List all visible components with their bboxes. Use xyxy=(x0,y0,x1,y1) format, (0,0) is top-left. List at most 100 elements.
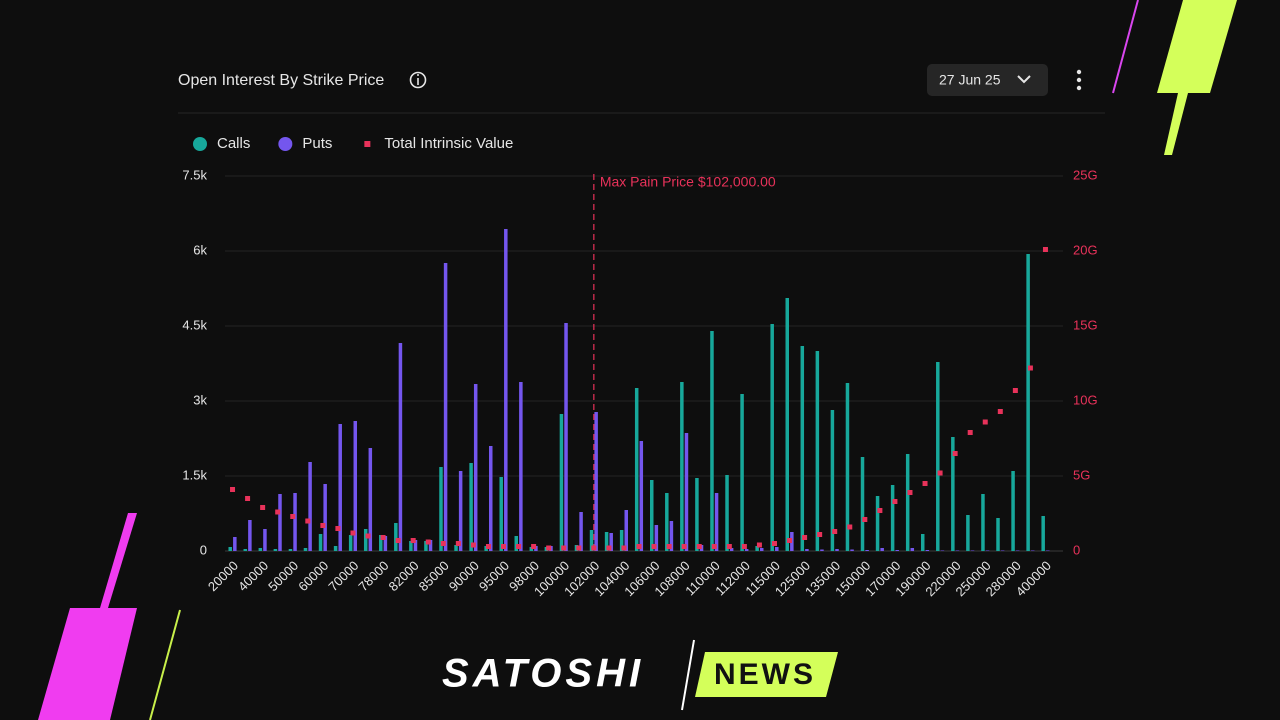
bar xyxy=(1015,550,1020,551)
point xyxy=(350,530,356,536)
bar xyxy=(348,535,353,551)
menu-button[interactable] xyxy=(1076,69,1082,91)
bar xyxy=(1030,550,1035,551)
bar xyxy=(233,537,237,551)
bar xyxy=(955,550,960,551)
decor-stripe xyxy=(100,513,137,608)
point xyxy=(1027,365,1033,371)
point xyxy=(516,544,522,549)
legend-label: Total Intrinsic Value xyxy=(384,135,513,152)
bar xyxy=(243,549,248,551)
y2-tick-label: 15G xyxy=(1073,317,1098,332)
point xyxy=(380,535,386,540)
bar xyxy=(740,394,744,551)
bar xyxy=(1000,550,1005,551)
point xyxy=(771,541,777,546)
bar xyxy=(624,510,628,551)
point xyxy=(726,544,732,549)
bar xyxy=(589,530,594,551)
chart-title: Open Interest By Strike Price xyxy=(178,72,384,89)
bar xyxy=(333,546,338,551)
bar xyxy=(815,351,820,551)
bar xyxy=(443,263,448,551)
bar xyxy=(905,454,910,551)
legend-swatch xyxy=(364,141,371,147)
point xyxy=(245,496,251,501)
bar xyxy=(609,533,613,551)
bar xyxy=(398,343,403,551)
y-tick-label: 0 xyxy=(200,542,207,557)
point xyxy=(982,419,988,425)
point xyxy=(847,524,853,530)
point xyxy=(576,545,582,551)
bar xyxy=(458,471,463,551)
point xyxy=(290,514,296,519)
decor-line xyxy=(681,639,695,711)
bar xyxy=(925,550,930,551)
point xyxy=(681,544,687,549)
bar xyxy=(970,550,975,551)
bar xyxy=(850,549,854,551)
bar xyxy=(654,525,659,551)
bar xyxy=(258,548,263,551)
info-icon[interactable] xyxy=(409,71,427,89)
point xyxy=(741,544,747,549)
point xyxy=(561,545,567,551)
bar xyxy=(759,548,764,551)
bar xyxy=(729,548,734,551)
annotation-label: Max Pain Price $102,000.00 xyxy=(600,174,776,190)
point xyxy=(862,517,868,522)
bar xyxy=(363,529,368,551)
decor-stripe xyxy=(1157,0,1237,93)
bar xyxy=(318,534,323,551)
bar xyxy=(519,382,523,551)
bar xyxy=(514,536,519,551)
point xyxy=(636,544,642,549)
bar xyxy=(835,549,839,551)
bar xyxy=(454,545,458,551)
point xyxy=(997,409,1003,414)
bar xyxy=(489,446,493,551)
bar xyxy=(665,493,669,551)
legend-label: Calls xyxy=(217,135,250,152)
bar xyxy=(273,549,278,551)
point xyxy=(802,535,808,540)
bar xyxy=(248,520,252,551)
point xyxy=(470,542,476,548)
bar xyxy=(424,541,428,551)
bar xyxy=(985,550,990,551)
y-tick-label: 3k xyxy=(193,392,207,407)
bar xyxy=(619,530,624,551)
bar xyxy=(469,463,473,551)
bar xyxy=(368,448,373,551)
bar xyxy=(669,521,674,551)
point xyxy=(335,526,341,531)
bar xyxy=(920,534,925,551)
legend-item: Calls xyxy=(193,135,250,152)
legend-swatch xyxy=(278,137,293,151)
bar xyxy=(564,323,568,551)
point xyxy=(907,490,913,495)
bar xyxy=(650,480,654,551)
y2-tick-label: 25G xyxy=(1073,167,1098,182)
watermark: SATOSHI NEWS xyxy=(442,639,838,711)
point xyxy=(395,538,401,543)
legend-swatch xyxy=(193,137,207,151)
point xyxy=(485,544,491,549)
watermark-right: NEWS xyxy=(714,658,816,691)
bar xyxy=(634,388,639,551)
point xyxy=(696,544,702,549)
legend-label: Puts xyxy=(302,135,332,152)
expiry-dropdown[interactable]: 27 Jun 25 xyxy=(927,64,1048,96)
bar xyxy=(308,462,312,551)
point xyxy=(651,544,657,549)
point xyxy=(425,539,431,545)
bar xyxy=(800,346,805,551)
expiry-label: 27 Jun 25 xyxy=(939,72,1001,88)
watermark-left: SATOSHI xyxy=(442,652,644,696)
bar xyxy=(303,548,308,551)
y-tick-label: 6k xyxy=(193,242,207,257)
bar xyxy=(684,433,689,551)
